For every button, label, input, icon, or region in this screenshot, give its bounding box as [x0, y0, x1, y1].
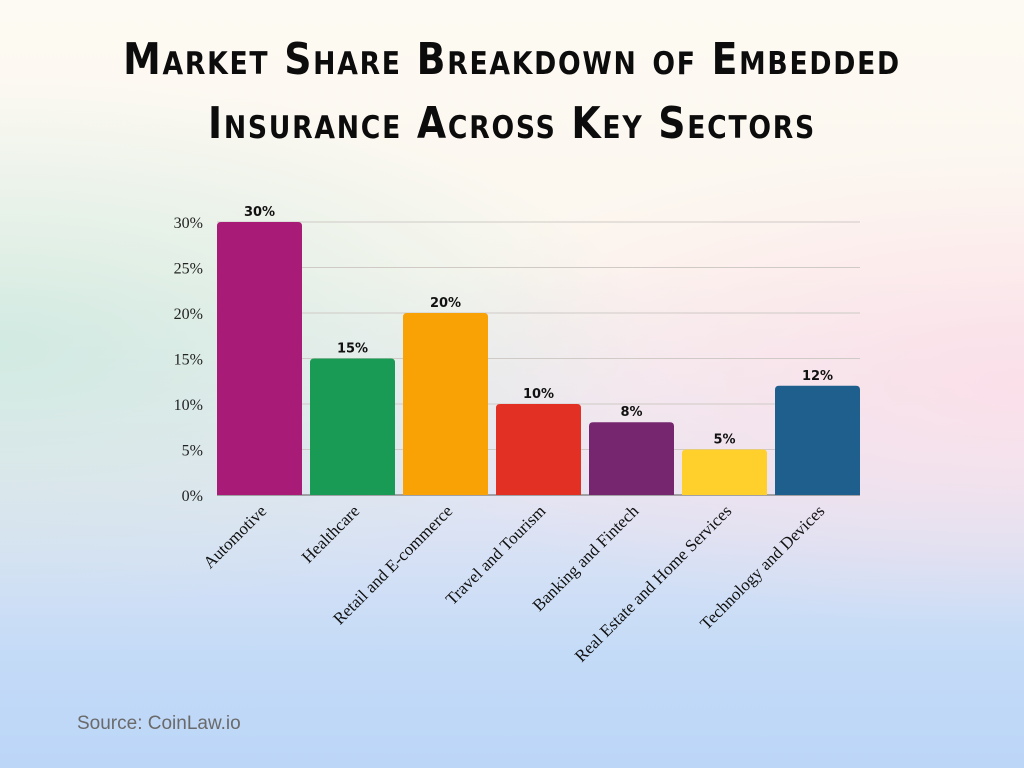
data-label: 20% — [430, 296, 461, 311]
title-line-1: Market Share Breakdown of Embedded — [123, 34, 901, 85]
bar — [217, 222, 302, 495]
x-tick-label: Travel and Tourism — [442, 501, 549, 608]
data-label: 15% — [337, 342, 368, 357]
bar — [682, 449, 767, 495]
bar — [310, 358, 395, 495]
y-tick-label: 5% — [182, 443, 203, 460]
bar — [403, 313, 488, 495]
y-tick-label: 30% — [174, 215, 203, 232]
data-label: 30% — [244, 205, 275, 220]
title-line-2: Insurance Across Key Sectors — [208, 98, 816, 149]
y-tick-label: 25% — [174, 261, 203, 278]
y-tick-label: 10% — [174, 397, 203, 414]
data-label: 12% — [802, 369, 833, 384]
y-tick-label: 0% — [182, 488, 203, 505]
data-label: 5% — [713, 433, 735, 448]
y-tick-label: 15% — [174, 352, 203, 369]
data-label: 10% — [523, 387, 554, 402]
bar — [589, 422, 674, 495]
y-tick-label: 20% — [174, 306, 203, 323]
source-note: Source: CoinLaw.io — [77, 713, 241, 734]
data-label: 8% — [620, 405, 642, 420]
bar — [775, 385, 860, 495]
chart-title: Market Share Breakdown of Embedded Insur… — [72, 28, 953, 156]
bar — [496, 404, 581, 495]
x-tick-label: Automotive — [199, 501, 270, 572]
x-tick-label: Real Estate and Home Services — [571, 501, 735, 665]
x-tick-label: Healthcare — [298, 501, 363, 566]
